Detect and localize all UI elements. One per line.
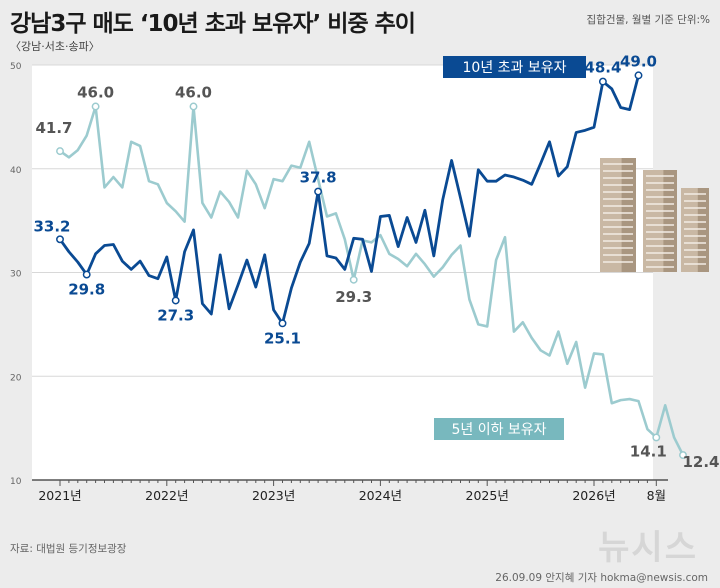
legend-under5-box [434, 418, 564, 440]
over10-marker [82, 270, 91, 279]
apartment-buildings-illustration [600, 158, 709, 272]
y-tick-label: 10 [10, 477, 22, 487]
over10-marker [314, 187, 323, 196]
over10-value-label: 33.2 [33, 217, 70, 235]
x-tick-label: 2024년 [359, 488, 402, 503]
under5-marker [349, 275, 358, 284]
x-tick-label: 2025년 [466, 488, 509, 503]
under5-value-label: 41.7 [35, 119, 72, 137]
series-line-under5 [59, 105, 685, 456]
y-tick-label: 40 [10, 166, 22, 176]
under5-marker [679, 451, 687, 460]
legend-over10-box [443, 56, 586, 78]
under5-marker [189, 102, 198, 111]
x-tick-label: 2026년 [572, 488, 615, 503]
source-note: 자료: 대법원 등기정보광장 [10, 543, 127, 555]
y-tick-label: 20 [10, 373, 22, 383]
over10-marker [171, 296, 180, 305]
over10-value-label: 49.0 [620, 52, 657, 70]
legend-over10-label: 10년 초과 보유자 [463, 60, 567, 76]
chart-title: 강남3구 매도 ‘10년 초과 보유자’ 비중 추이 [10, 11, 416, 37]
legend-under5-label: 5년 이하 보유자 [451, 422, 546, 438]
under5-value-label: 29.3 [335, 288, 372, 306]
newsis-watermark-logo: 뉴시스 [598, 528, 698, 568]
over10-value-label: 29.8 [68, 281, 105, 299]
building-shade [697, 188, 709, 272]
under5-marker [56, 147, 64, 156]
under5-value-label: 46.0 [77, 84, 114, 102]
x-tick-label: 2022년 [145, 488, 188, 503]
building-shade [621, 158, 636, 272]
y-tick-label: 50 [10, 62, 22, 72]
over10-marker [56, 235, 64, 244]
under5-marker [652, 433, 661, 442]
under5-value-label: 46.0 [175, 84, 212, 102]
region-note: 〈강남·서초·송파〉 [10, 40, 100, 53]
over10-marker [278, 319, 287, 328]
over10-value-label: 25.1 [264, 329, 301, 347]
unit-note: 집합건물, 월별 기준 단위:% [586, 14, 710, 26]
under5-value-label: 14.1 [630, 442, 667, 460]
over10-value-label: 37.8 [300, 169, 337, 187]
x-tick-label: 8월 [647, 488, 666, 503]
byline: 26.09.09 안지혜 기자 hokma@newsis.com [495, 572, 708, 584]
under5-marker [91, 102, 100, 111]
over10-value-label: 48.4 [584, 59, 621, 77]
series-line-over10 [58, 75, 640, 325]
building-shade [663, 170, 677, 272]
y-tick-label: 30 [10, 270, 22, 280]
over10-value-label: 27.3 [157, 307, 194, 325]
x-tick-label: 2023년 [252, 488, 295, 503]
under5-value-label: 12.4 [682, 453, 719, 471]
over10-marker [634, 71, 643, 80]
over10-marker [598, 77, 607, 86]
x-tick-label: 2021년 [38, 488, 81, 503]
